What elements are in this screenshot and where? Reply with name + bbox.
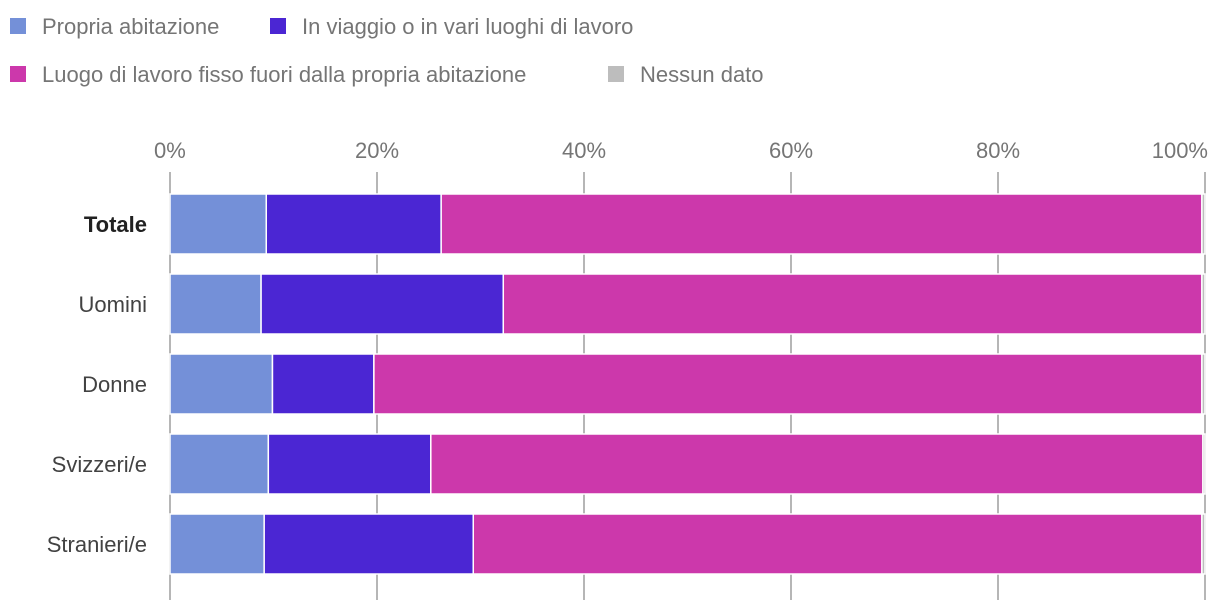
legend-swatch	[270, 18, 286, 34]
bar-segment	[271, 353, 375, 415]
category-label: Stranieri/e	[47, 532, 147, 557]
legend-label: Propria abitazione	[42, 14, 219, 39]
bar-segment	[267, 433, 432, 495]
bar-segment	[169, 513, 265, 575]
bar-segment	[472, 513, 1203, 575]
category-label: Uomini	[79, 292, 147, 317]
tick-label: 40%	[562, 138, 606, 163]
bar-segment	[169, 433, 270, 495]
tick-label: 100%	[1152, 138, 1208, 163]
legend-label: Nessun dato	[640, 62, 764, 87]
bar-segment	[1201, 193, 1206, 255]
bar-segment	[169, 273, 262, 335]
tick-label: 80%	[976, 138, 1020, 163]
legend-swatch	[10, 66, 26, 82]
tick-label: 0%	[154, 138, 186, 163]
tick-label: 60%	[769, 138, 813, 163]
category-label: Svizzeri/e	[52, 452, 147, 477]
bar-segment	[260, 273, 505, 335]
x-axis-ticks: 0% 20% 40% 60% 80% 100%	[154, 138, 1208, 163]
tick-label: 20%	[355, 138, 399, 163]
category-labels: Totale Uomini Donne Svizzeri/e Stranieri/e	[47, 212, 147, 557]
category-label: Totale	[84, 212, 147, 237]
bar-segment	[502, 273, 1203, 335]
bar-segment	[1201, 353, 1206, 415]
bar-segment	[1201, 273, 1206, 335]
bar-segment	[373, 353, 1203, 415]
bar-segment	[440, 193, 1203, 255]
legend-label: In viaggio o in vari luoghi di lavoro	[302, 14, 633, 39]
bars	[169, 193, 1206, 575]
category-label: Donne	[82, 372, 147, 397]
bar-segment	[169, 193, 268, 255]
legend-swatch	[608, 66, 624, 82]
bar-segment	[263, 513, 475, 575]
bar-segment	[265, 193, 442, 255]
bar-segment	[169, 353, 274, 415]
legend: Propria abitazione In viaggio o in vari l…	[10, 14, 764, 87]
legend-swatch	[10, 18, 26, 34]
bar-segment	[430, 433, 1204, 495]
legend-label: Luogo di lavoro fisso fuori dalla propri…	[42, 62, 526, 87]
bar-segment	[1201, 513, 1206, 575]
bar-segment	[1202, 433, 1206, 495]
